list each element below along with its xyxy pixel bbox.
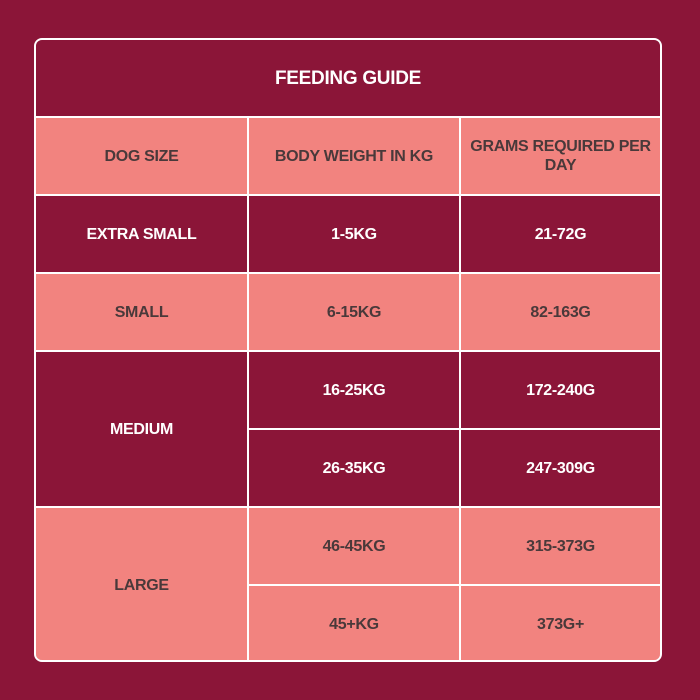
weight-label: 6-15KG bbox=[326, 303, 382, 321]
grams-label: 82-163G bbox=[530, 303, 591, 321]
weight-cell: 26-35KG bbox=[249, 430, 459, 506]
size-medium: MEDIUM bbox=[36, 352, 247, 506]
column-header-grams: GRAMS REQUIRED PER DAY bbox=[461, 118, 660, 194]
weight-cell: 16-25KG bbox=[249, 352, 459, 428]
feeding-guide-table: FEEDING GUIDE DOG SIZE BODY WEIGHT IN KG… bbox=[34, 38, 662, 662]
grams-label: 373G+ bbox=[537, 615, 584, 633]
size-label: LARGE bbox=[114, 576, 169, 594]
column-header-label: GRAMS REQUIRED PER DAY bbox=[470, 138, 651, 174]
grams-cell: 247-309G bbox=[461, 430, 660, 506]
size-large: LARGE bbox=[36, 508, 247, 660]
weight-label: 46-45KG bbox=[322, 537, 386, 555]
column-header-label: BODY WEIGHT IN KG bbox=[274, 147, 434, 165]
table-title: FEEDING GUIDE bbox=[36, 40, 660, 116]
grams-cell: 373G+ bbox=[461, 586, 660, 660]
grams-cell: 172-240G bbox=[461, 352, 660, 428]
column-header-label: DOG SIZE bbox=[104, 147, 179, 165]
grams-cell: 315-373G bbox=[461, 508, 660, 584]
size-extra-small: EXTRA SMALL bbox=[36, 196, 247, 272]
weight-cell: 46-45KG bbox=[249, 508, 459, 584]
grams-cell: 82-163G bbox=[461, 274, 660, 350]
weight-cell: 1-5KG bbox=[249, 196, 459, 272]
size-small: SMALL bbox=[36, 274, 247, 350]
weight-cell: 6-15KG bbox=[249, 274, 459, 350]
column-header-dog-size: DOG SIZE bbox=[36, 118, 247, 194]
weight-cell: 45+KG bbox=[249, 586, 459, 660]
grams-label: 315-373G bbox=[526, 537, 595, 555]
size-label: SMALL bbox=[114, 303, 169, 321]
weight-label: 45+KG bbox=[329, 615, 379, 633]
grams-cell: 21-72G bbox=[461, 196, 660, 272]
column-header-body-weight: BODY WEIGHT IN KG bbox=[249, 118, 459, 194]
